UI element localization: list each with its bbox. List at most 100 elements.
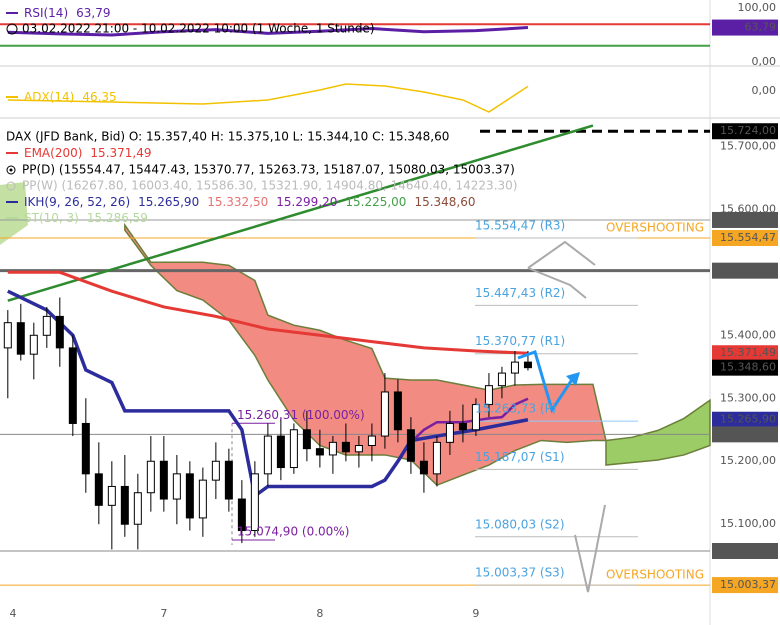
candle-body xyxy=(510,361,519,374)
tenkan-line xyxy=(410,397,529,444)
ikh-value: 15.265,90 xyxy=(138,195,199,209)
old-cloud xyxy=(0,182,28,245)
candle-body xyxy=(3,322,12,349)
x-tick-label: 9 xyxy=(472,607,479,620)
candle-body xyxy=(81,422,90,475)
y-tick-label: 15.200,00 xyxy=(720,454,776,467)
arrow xyxy=(517,350,577,414)
candle-body xyxy=(16,322,25,355)
y-tick-label: 100,00 xyxy=(738,1,777,14)
arrow-head xyxy=(566,372,580,386)
x-tick-label: 8 xyxy=(316,607,323,620)
price-badge xyxy=(712,211,778,228)
candle-body xyxy=(172,473,181,500)
y-tick-label: 15.700,00 xyxy=(720,139,776,152)
price-badge xyxy=(712,229,778,246)
y-tick-label: 15.400,00 xyxy=(720,328,776,341)
legend-dax: DAX (JFD Bank, Bid) O: 15.357,40 H: 15.3… xyxy=(6,130,449,144)
pivot-label: 15.187,07 (S1) xyxy=(475,450,565,464)
candle-body xyxy=(107,485,116,506)
arrow xyxy=(574,504,606,593)
candle-body xyxy=(432,441,441,475)
candle-body xyxy=(393,391,402,431)
pivot-label: 15.370,77 (R1) xyxy=(475,334,565,348)
rsi-legend: RSI(14) 63,79 xyxy=(24,6,111,20)
legend-ikh: IKH(9, 26, 52, 26) 15.265,90 15.332,50 15.2… xyxy=(24,195,476,209)
candle-body xyxy=(497,372,506,387)
y-tick-label: 0,00 xyxy=(752,84,777,97)
candle-body xyxy=(224,460,233,500)
labels: 100,00 63,79 0,00 RSI(14) 63,79 03.02.2022 21… xyxy=(6,1,778,620)
ema-line xyxy=(7,270,529,355)
adx-label: ADX(14) xyxy=(24,90,74,104)
y-tick-label: 15.265,90 xyxy=(720,413,776,426)
candle-body xyxy=(289,429,298,469)
legend-marker xyxy=(9,168,13,172)
candle-body xyxy=(484,385,493,406)
candle-body xyxy=(328,441,337,456)
rsi-label: RSI(14) xyxy=(24,6,68,20)
candle-body xyxy=(198,479,207,519)
legend-marker xyxy=(6,165,16,175)
candle-body xyxy=(367,435,376,447)
trend-line xyxy=(7,124,594,302)
y-tick-label: 15.003,37 xyxy=(720,578,776,591)
rsi-value: 63,79 xyxy=(76,6,110,20)
arrow xyxy=(527,267,587,299)
st-value: 15.286,59 xyxy=(87,211,148,225)
y-tick-label: 15.300,00 xyxy=(720,391,776,404)
candle-body xyxy=(133,492,142,525)
candle-body xyxy=(458,422,467,431)
y-tick-label: 63,79 xyxy=(745,21,777,34)
adx-line xyxy=(7,83,529,113)
legend-st: ST(10, 3) 15.286,59 xyxy=(24,211,148,225)
pivot-label: 15.447,43 (R2) xyxy=(475,286,565,300)
adx-legend: ADX(14) 46,35 xyxy=(24,90,117,104)
ikh-value: 15.225,00 xyxy=(345,195,406,209)
price-badge xyxy=(712,123,778,140)
ikh-value: 15.332,50 xyxy=(207,195,268,209)
pivot-label: 15.080,03 (S2) xyxy=(475,517,565,531)
candle-body xyxy=(42,315,51,336)
price-badge xyxy=(712,262,778,279)
candle-body xyxy=(94,473,103,506)
fib-label: 15.074,90 (0.00%) xyxy=(237,525,349,539)
price-badge xyxy=(712,542,778,559)
candle-body xyxy=(185,473,194,519)
ichimoku-cloud xyxy=(605,398,711,466)
y-tick-label: 15.371,49 xyxy=(720,346,776,359)
candle-body xyxy=(341,441,350,453)
y-tick-label: 15.583,10 xyxy=(720,213,776,226)
legend-marker xyxy=(6,181,16,191)
price-badge xyxy=(712,359,778,376)
y-tick-label: 15.554,47 xyxy=(720,231,776,244)
ema-value: 15.371,49 xyxy=(90,146,151,160)
candle-body xyxy=(159,460,168,500)
legend-ppd: PP(D) (15554.47, 15447.43, 15370.77, 152… xyxy=(22,163,515,177)
candle-body xyxy=(250,473,259,532)
candle-body xyxy=(523,361,532,369)
candle-body xyxy=(276,435,285,469)
ikh-value: 15.299,20 xyxy=(276,195,337,209)
legend-ema: EMA(200) 15.371,49 xyxy=(24,146,152,160)
price-badge xyxy=(712,411,778,428)
rsi-line xyxy=(7,26,529,37)
candle-body xyxy=(302,429,311,450)
candle-body xyxy=(29,334,38,355)
price-badge xyxy=(712,426,778,443)
candle-body xyxy=(211,460,220,481)
y-tick-label: 15.724,00 xyxy=(720,124,776,137)
candle-body xyxy=(354,445,363,453)
candle-body xyxy=(55,315,64,349)
st-label: ST(10, 3) xyxy=(24,211,79,225)
x-tick-label: 7 xyxy=(160,607,167,620)
candle-body xyxy=(120,485,129,525)
candle-body xyxy=(263,435,272,475)
y-tick-label: 0,00 xyxy=(752,55,777,68)
clock-icon xyxy=(6,23,18,35)
candle-body xyxy=(445,422,454,443)
legend-ppw: PP(W) (16267.80, 16003.40, 15586.30, 153… xyxy=(22,179,517,193)
y-tick-label: 15.242,70 xyxy=(720,427,776,440)
y-tick-label: 15.100,00 xyxy=(720,517,776,530)
